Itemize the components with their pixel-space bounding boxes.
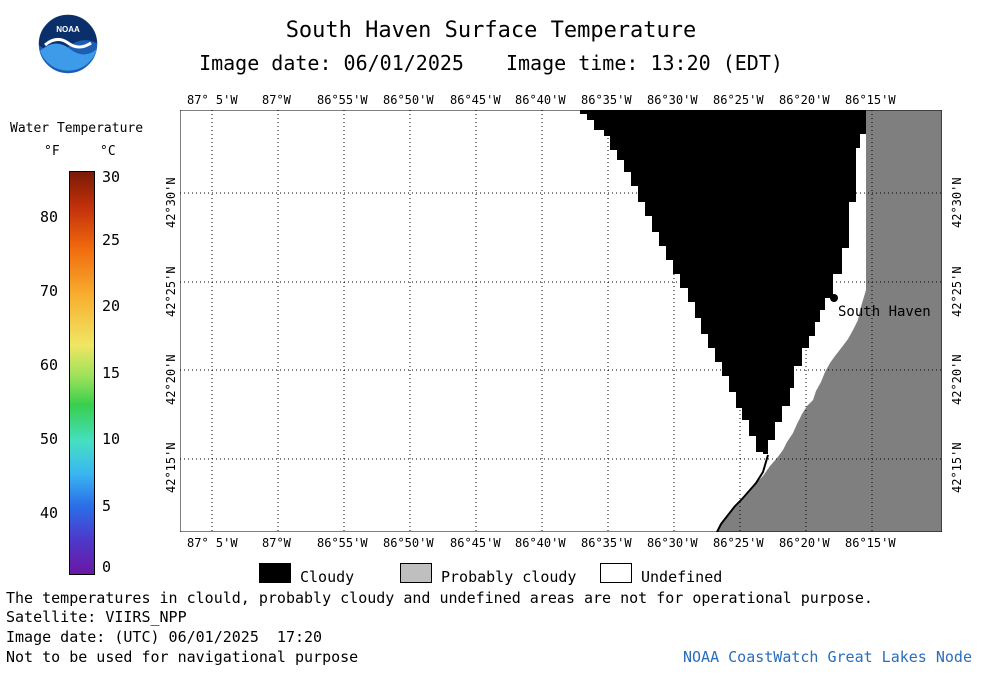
lat-right-42-25n: 42°25'N [950,266,964,317]
lat-right-42-15n: 42°15'N [950,442,964,493]
f-tick-80: 80 [39,208,58,226]
c-tick-25: 25 [102,231,121,249]
noaa-logo: NOAA [37,13,99,75]
satellite-note: Satellite: VIIRS_NPP [6,608,187,626]
lon-top-86-30w: 86°30'W [647,93,698,107]
lat-right-42-30n: 42°30'N [950,177,964,228]
lon-top-87w: 87°W [262,93,291,107]
lon-bottom-86-25w: 86°25'W [713,536,764,550]
lon-bottom-86-15w: 86°15'W [845,536,896,550]
key-probably-cloudy-swatch [400,563,432,583]
lat-left-42-30n: 42°30'N [164,177,178,228]
lon-top-86-25w: 86°25'W [713,93,764,107]
key-undefined-label: Undefined [641,568,723,586]
lat-left-42-20n: 42°20'N [164,354,178,405]
c-tick-10: 10 [102,430,121,448]
lon-bottom-86-35w: 86°35'W [581,536,632,550]
lon-bottom-86-30w: 86°30'W [647,536,698,550]
lat-left-42-25n: 42°25'N [164,266,178,317]
lon-top-86-20w: 86°20'W [779,93,830,107]
lon-top-86-50w: 86°50'W [383,93,434,107]
page-title: South Haven Surface Temperature [285,18,697,43]
south-haven-marker [830,294,838,302]
lon-bottom-86-40w: 86°40'W [515,536,566,550]
lon-top-87-5w: 87° 5'W [187,93,238,107]
lat-right-42-20n: 42°20'N [950,354,964,405]
lon-bottom-87-5w: 87° 5'W [187,536,238,550]
lon-top-86-35w: 86°35'W [581,93,632,107]
unit-fahrenheit: °F [44,144,60,159]
image-date: Image date: 06/01/2025 [199,51,464,75]
shoreline [716,454,769,532]
cloud-area [580,110,866,454]
c-tick-20: 20 [102,297,121,315]
disclaimer-note: The temperatures in clould, probably clo… [6,589,873,607]
temperature-colorbar [69,171,95,575]
key-cloudy-swatch [259,563,291,583]
utc-date-note: Image date: (UTC) 06/01/2025 17:20 [6,628,323,646]
f-tick-70: 70 [39,282,58,300]
lon-bottom-86-20w: 86°20'W [779,536,830,550]
c-tick-30: 30 [102,168,121,186]
south-haven-label: South Haven [838,304,931,320]
legend-title: Water Temperature [10,121,144,136]
f-tick-60: 60 [39,356,58,374]
key-undefined-swatch [600,563,632,583]
lon-top-86-15w: 86°15'W [845,93,896,107]
key-probably-cloudy-label: Probably cloudy [441,568,577,586]
image-datetime: Image date: 06/01/2025 Image time: 13:20 … [0,51,982,75]
lon-top-86-40w: 86°40'W [515,93,566,107]
lon-top-86-45w: 86°45'W [450,93,501,107]
key-cloudy-label: Cloudy [300,568,355,586]
lon-top-86-55w: 86°55'W [317,93,368,107]
lat-left-42-15n: 42°15'N [164,442,178,493]
c-tick-5: 5 [102,497,112,515]
land-east [866,110,942,532]
lon-bottom-86-50w: 86°50'W [383,536,434,550]
c-tick-0: 0 [102,558,112,576]
navigation-note: Not to be used for navigational purpose [6,648,359,666]
temperature-map[interactable]: South Haven [180,110,942,532]
lon-bottom-87w: 87°W [262,536,291,550]
graticule [180,110,942,532]
unit-celsius: °C [100,144,116,159]
f-tick-40: 40 [39,504,58,522]
logo-text: NOAA [56,25,80,34]
f-tick-50: 50 [39,430,58,448]
image-time: Image time: 13:20 (EDT) [505,51,783,75]
c-tick-15: 15 [102,364,121,382]
shoreline-highlight [714,471,762,532]
lon-bottom-86-45w: 86°45'W [450,536,501,550]
credit-link[interactable]: NOAA CoastWatch Great Lakes Node [683,648,972,666]
lon-bottom-86-55w: 86°55'W [317,536,368,550]
